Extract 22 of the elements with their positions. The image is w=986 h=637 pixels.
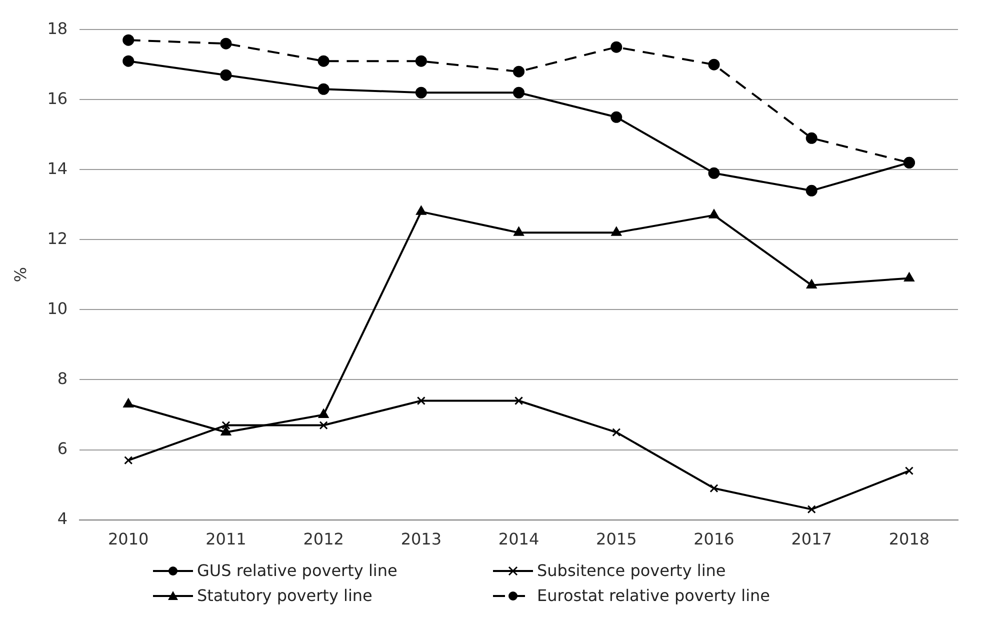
x-tick-label: 2012 — [303, 530, 344, 549]
y-tick-label: 6 — [57, 438, 68, 458]
legend-label: GUS relative poverty line — [197, 561, 398, 580]
x-tick-label: 2011 — [206, 530, 246, 549]
legend-label: Subsitence poverty line — [537, 561, 726, 580]
y-tick-label: 10 — [47, 298, 68, 318]
y-axis-title: % — [10, 267, 30, 282]
x-tick-label: 2017 — [791, 530, 832, 549]
x-tick-label: 2010 — [108, 530, 149, 549]
x-tick-label: 2013 — [400, 530, 442, 549]
x-tick-label: 2018 — [888, 530, 930, 549]
y-tick-label: 4 — [57, 508, 68, 528]
y-tick-label: 14 — [47, 158, 68, 178]
y-tick-label: 8 — [57, 368, 68, 388]
x-tick-label: 2016 — [694, 530, 734, 549]
legend-label: Statutory poverty line — [197, 586, 372, 605]
y-tick-label: 12 — [47, 228, 68, 248]
x-tick-label: 2014 — [498, 530, 540, 549]
y-tick-label: 18 — [47, 18, 68, 38]
x-tick-label: 2015 — [596, 530, 637, 549]
y-tick-label: 16 — [47, 88, 68, 108]
legend-label: Eurostat relative poverty line — [537, 586, 770, 605]
